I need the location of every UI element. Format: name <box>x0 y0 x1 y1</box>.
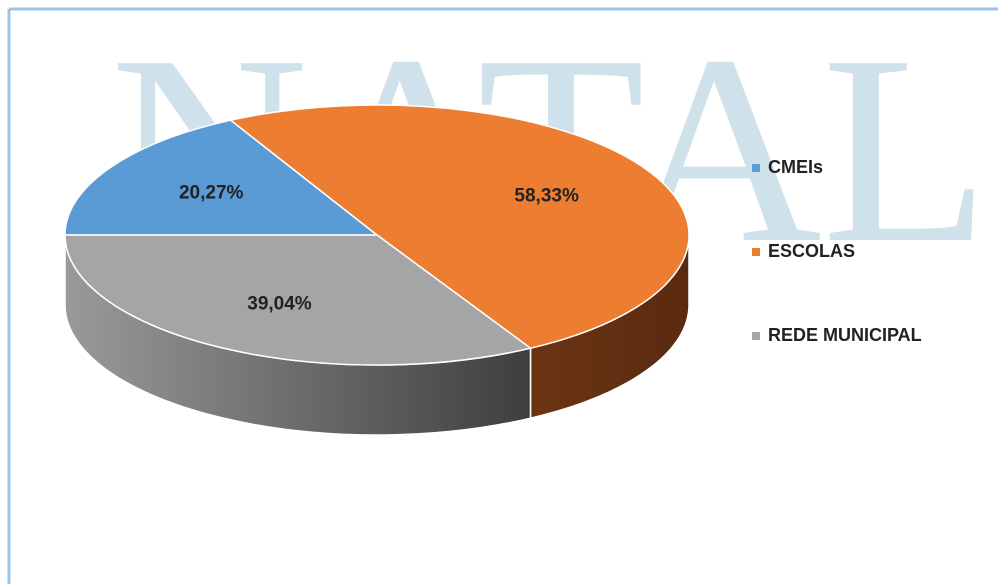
slice <box>64 119 380 236</box>
data-label: 58,33% <box>514 185 579 206</box>
legend-swatch <box>752 248 760 256</box>
slice <box>228 104 690 349</box>
data-label: 20,27% <box>179 182 244 203</box>
legend-label: CMEIs <box>768 157 823 177</box>
legend-swatch <box>752 332 760 340</box>
legend-swatch <box>752 164 760 172</box>
legend-label: ESCOLAS <box>768 241 855 261</box>
slice <box>64 234 533 366</box>
data-label: 39,04% <box>247 294 312 315</box>
legend-label: REDE MUNICIPAL <box>768 325 922 345</box>
